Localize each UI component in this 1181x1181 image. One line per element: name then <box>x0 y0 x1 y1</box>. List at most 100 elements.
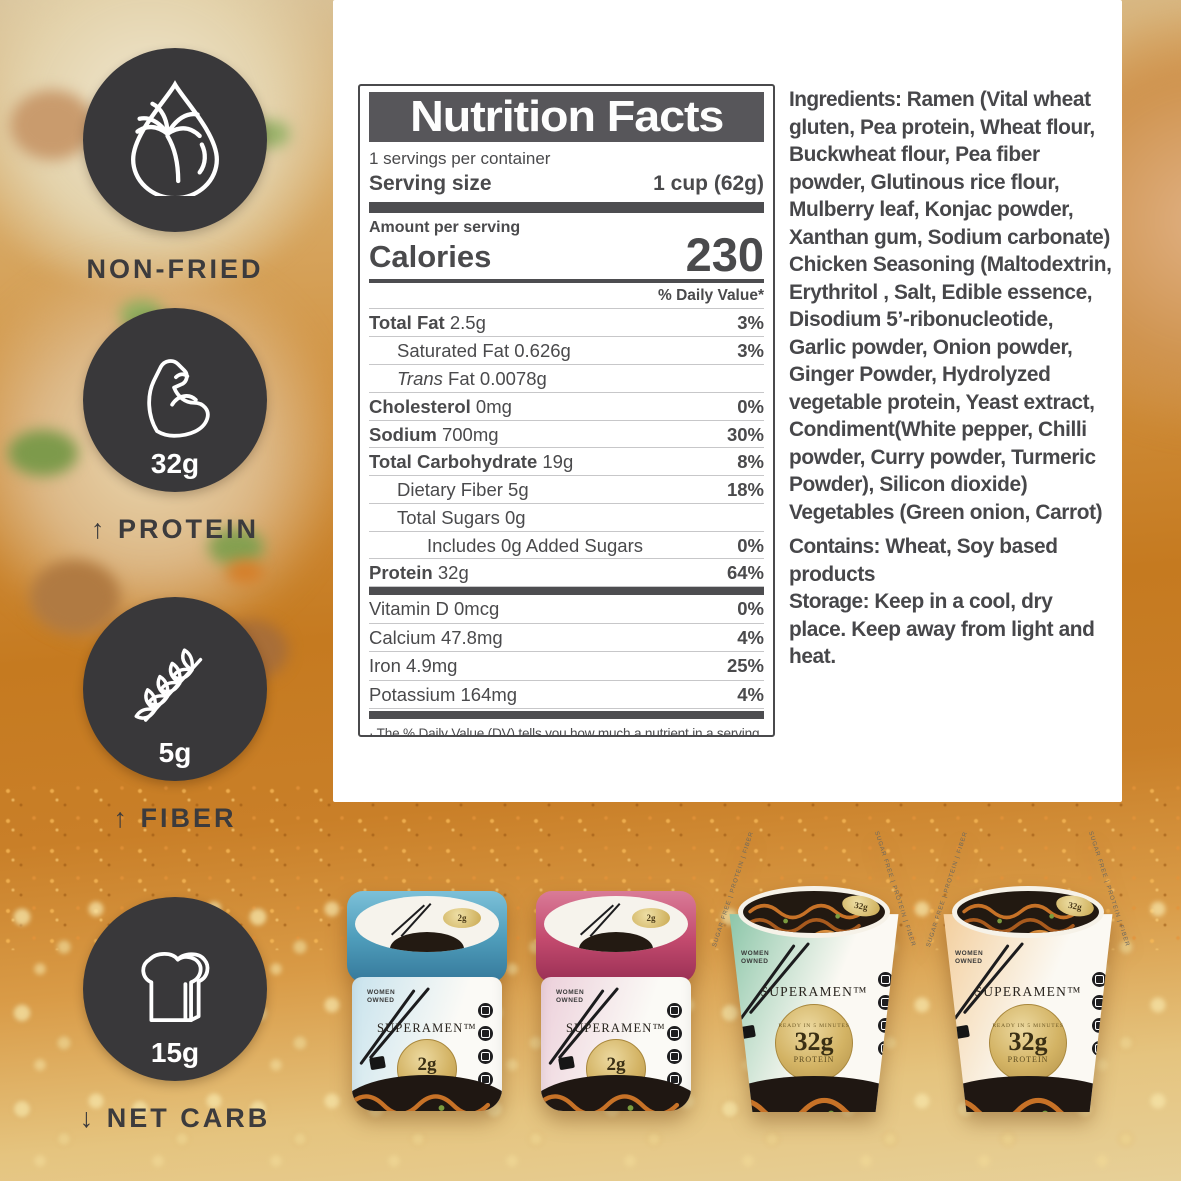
mini-badge-icon <box>878 1041 893 1056</box>
ingredients-label: Ingredients: <box>789 87 902 111</box>
contains-paragraph: Contains: Wheat, Soy based products <box>789 534 1058 586</box>
vitamin-row: Vitamin D 0mcg 0% <box>369 595 764 624</box>
badge-value: 5g <box>158 737 192 768</box>
storage-paragraph: Storage: Keep in a cool, dry place. Keep… <box>789 589 1095 669</box>
nutrition-row: Trans Fat 0.0078g <box>369 365 764 393</box>
calories-value: 230 <box>685 228 764 281</box>
nutrition-title: Nutrition Facts <box>409 92 724 141</box>
serving-size-value: 1 cup (62g) <box>653 172 764 195</box>
sauce-packet-icon <box>369 1055 386 1071</box>
cup-green-open: SUGAR FREE | PROTEIN | FIBER SUGAR FREE … <box>712 831 916 1112</box>
nutrition-row: Total Fat 2.5g 3% <box>369 309 764 338</box>
daily-value-header: % Daily Value* <box>369 283 764 310</box>
badge-circle: 32g <box>83 308 267 492</box>
noodle-bowl <box>389 932 465 952</box>
cup-orange-open: SUGAR FREE | PROTEIN | FIBER SUGAR FREE … <box>926 831 1130 1112</box>
scallion-blob <box>208 528 264 566</box>
cup-title: SUPERAMEN™ <box>974 984 1082 999</box>
cup-body: WOMEN OWNED SUPERAMEN™ Ready in 5 Minute… <box>940 914 1113 1112</box>
gold-badge-value: 32g <box>794 1026 834 1056</box>
cup-title: SUPERAMEN™ <box>377 1021 477 1035</box>
badge-net-carb: 15g ↓ NET CARB <box>10 897 340 1134</box>
contains-label: Contains: <box>789 534 881 559</box>
nutrition-row: Sodium 700mg 30% <box>369 421 764 449</box>
vegetables-paragraph: Vegetables (Green onion, Carrot) <box>789 499 1103 524</box>
chopsticks-icon <box>390 904 426 936</box>
chopsticks-icon <box>579 904 615 936</box>
gold-badge-value: 2g <box>606 1053 626 1075</box>
cup-title: SUPERAMEN™ <box>760 984 868 999</box>
flavor-script: Chicken Flavor <box>726 984 732 1048</box>
mini-badge-icon <box>1092 1018 1107 1033</box>
gold-badge-sub: Protein <box>1007 1054 1049 1064</box>
flavor-script: Spicy Beef Flavor <box>940 976 948 1048</box>
meatball-blob <box>30 560 120 634</box>
mini-badge-icon <box>478 1049 493 1064</box>
nutrition-row: Total Sugars 0g <box>369 504 764 532</box>
women-owned-label: WOMEN OWNED <box>741 950 770 966</box>
badge-circle: 5g <box>83 597 267 781</box>
scallion-blob <box>8 430 78 476</box>
women-owned-label: WOMEN OWNED <box>556 989 585 1005</box>
cup-lid: 2g <box>536 891 696 983</box>
gold-badge-value: 32g <box>1008 1026 1048 1056</box>
mini-badge-icon <box>878 972 893 987</box>
badge-circle: 15g <box>83 897 267 1081</box>
noodle-bowl <box>541 1075 691 1111</box>
cup-pink-lid: 2g WOMEN OWNED SUPERAMEN™ 2g Net Carbs <box>536 891 696 1111</box>
amount-per-serving: Amount per serving <box>369 219 521 236</box>
badge-non-fried: NON-FRIED <box>10 48 340 285</box>
mini-badge-icon <box>1092 972 1107 987</box>
serving-size-row: Serving size 1 cup (62g) <box>369 172 764 196</box>
divider-bar <box>369 202 764 213</box>
mini-badge-icon <box>478 1003 493 1018</box>
lid-tag: 2g <box>632 908 670 928</box>
calories-label: Calories <box>369 238 492 274</box>
vitamin-row: Potassium 164mg 4% <box>369 681 764 710</box>
noodle-bowl <box>352 1075 502 1111</box>
cup-blue-lid: 2g WOMEN OWNED SUPERAMEN™ 2g Net Carbs <box>347 891 507 1111</box>
meatball-blob <box>10 90 94 160</box>
gold-badge-arc: Ready in 5 Minutes <box>992 1022 1064 1029</box>
mini-badge-icon <box>1092 995 1107 1010</box>
mini-badge-icon <box>667 1049 682 1064</box>
mini-badge-icon <box>667 1026 682 1041</box>
lid-top-print: 2g <box>544 896 688 952</box>
badge-value: 32g <box>150 448 200 479</box>
carrot-blob <box>226 560 264 584</box>
sauce-packet-icon <box>739 1024 756 1040</box>
badge-protein: 32g ↑ PROTEIN <box>10 308 340 545</box>
badge-value: 15g <box>150 1037 200 1068</box>
seasoning-paragraph: Chicken Seasoning (Maltodextrin, Erythri… <box>789 252 1112 497</box>
mini-badges <box>1092 972 1107 1056</box>
gold-badge: Ready in 5 Minutes 32g Protein <box>775 1004 853 1082</box>
mini-badge-icon <box>878 995 893 1010</box>
sauce-packet-icon <box>558 1055 575 1071</box>
mini-badge-icon <box>1092 1041 1107 1056</box>
servings-line: 1 servings per container <box>369 149 551 168</box>
mini-badge-icon <box>878 1018 893 1033</box>
gold-badge-sub: Protein <box>793 1054 835 1064</box>
nutrition-row: Total Carbohydrate 19g 8% <box>369 448 764 477</box>
nutrition-row: Protein 32g 64% <box>369 559 764 588</box>
mini-badges <box>878 972 893 1056</box>
ingredients-paragraph: Ingredients: Ramen (Vital wheat gluten, … <box>789 87 1110 249</box>
noodle-bowl <box>578 932 654 952</box>
cup-body: WOMEN OWNED SUPERAMEN™ 2g Net Carbs <box>352 977 502 1111</box>
ingredients-panel: Ingredients: Ramen (Vital wheat gluten, … <box>789 86 1113 671</box>
cup-body: WOMEN OWNED SUPERAMEN™ 2g Net Carbs <box>541 977 691 1111</box>
women-owned-label: WOMEN OWNED <box>367 989 396 1005</box>
noodle-bowl <box>943 1076 1113 1112</box>
badge-label: ↑ FIBER <box>113 803 237 833</box>
gold-badge: Ready in 5 Minutes 32g Protein <box>989 1004 1067 1082</box>
mini-badge-icon <box>667 1003 682 1018</box>
mini-badge-icon <box>478 1026 493 1041</box>
badge-label: ↓ NET CARB <box>79 1103 271 1133</box>
lid-tag: 2g <box>443 908 481 928</box>
cup-title: SUPERAMEN™ <box>566 1021 666 1035</box>
badge-label: ↑ PROTEIN <box>90 514 259 544</box>
calories-row: Calories 230 <box>369 228 764 281</box>
nutrition-titlebar: Nutrition Facts <box>369 92 764 142</box>
non-fried-droplet-palm-icon <box>131 80 219 196</box>
